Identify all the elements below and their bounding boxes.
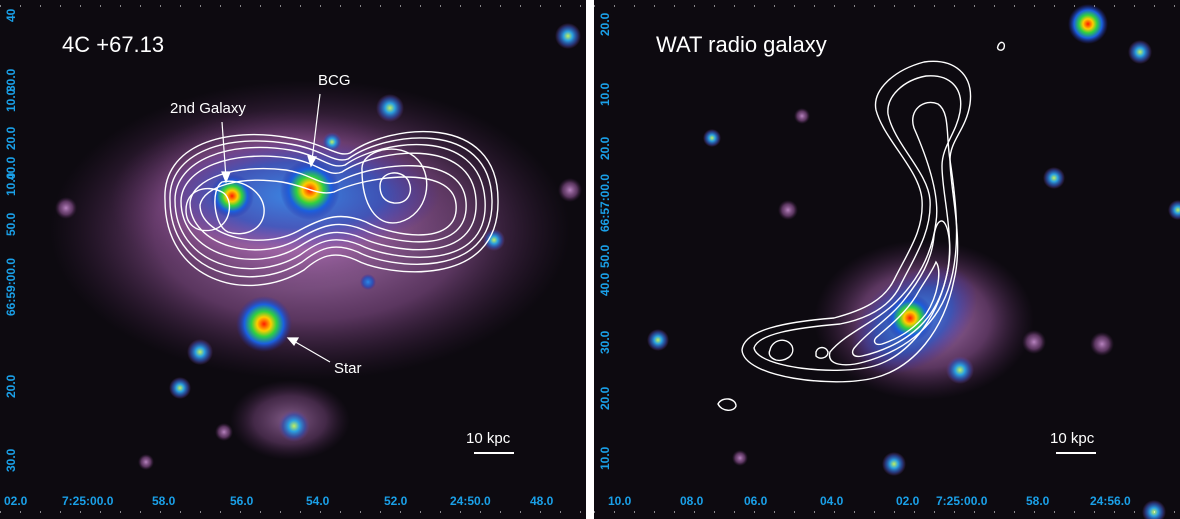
left-y-tick: 20.0 [4,126,18,150]
left-x-tick: 56.0 [230,494,254,508]
right-x-tick: 58.0 [1026,494,1050,508]
right-x-tick: 06.0 [744,494,768,508]
left-y-tick: 30.0 [4,448,18,472]
right-y-tick: 30.0 [598,330,612,354]
left-scale-bar [474,452,514,454]
left-panel-title: 4C +67.13 [62,32,165,57]
bcg-label: BCG [318,72,351,89]
star-label: Star [334,360,362,377]
left-optical-image [0,0,586,519]
left-scale-label: 10 kpc [466,430,511,447]
left-x-tick: 58.0 [152,494,176,508]
left-x-tick: 54.0 [306,494,330,508]
radio-contours [717,41,1006,411]
left-x-tick: 52.0 [384,494,408,508]
right-y-tick: 20.0 [598,12,612,36]
left-y-tick: 66:59:00.0 [4,257,18,316]
right-optical-image [594,0,1180,519]
right-y-tick: 10.0 [598,82,612,106]
right-x-tick: 04.0 [820,494,844,508]
annotation-pointers [221,93,331,363]
right-x-tick: 02.0 [896,494,920,508]
right-scale-bar [1056,452,1096,454]
left-panel-image: 4C +67.13 2nd Galaxy BCG Star 10 kpc 30.… [0,0,586,519]
left-x-tick: 7:25:00.0 [62,494,114,508]
left-y-tick: 20.0 [4,374,18,398]
left-x-tick: 24:50.0 [450,494,491,508]
right-y-tick: 20.0 [598,386,612,410]
right-panel-title: WAT radio galaxy [656,32,827,57]
right-y-tick: 50.0 [598,244,612,268]
right-panel-image: WAT radio galaxy 10 kpc 20.0 10.0 66:57:… [594,0,1180,519]
left-x-tick: 48.0 [530,494,554,508]
left-y-tick: 30.0 [4,68,18,92]
right-x-tick: 08.0 [680,494,704,508]
left-y-tick: 10.0 [4,88,18,112]
right-x-tick: 24:56.0 [1090,494,1131,508]
right-scale-label: 10 kpc [1050,430,1095,447]
right-y-tick: 66:57:00.0 [598,173,612,232]
left-y-tick: 40 [4,8,18,22]
radio-contours [164,130,499,287]
right-x-tick: 7:25:00.0 [936,494,988,508]
right-x-tick: 10.0 [608,494,632,508]
left-y-tick: 10.0 [4,172,18,196]
right-y-tick: 10.0 [598,446,612,470]
second-galaxy-label: 2nd Galaxy [170,100,246,117]
left-x-tick: 02.0 [4,494,28,508]
left-y-tick: 50.0 [4,212,18,236]
right-y-tick: 40.0 [598,272,612,296]
right-y-tick: 20.0 [598,136,612,160]
